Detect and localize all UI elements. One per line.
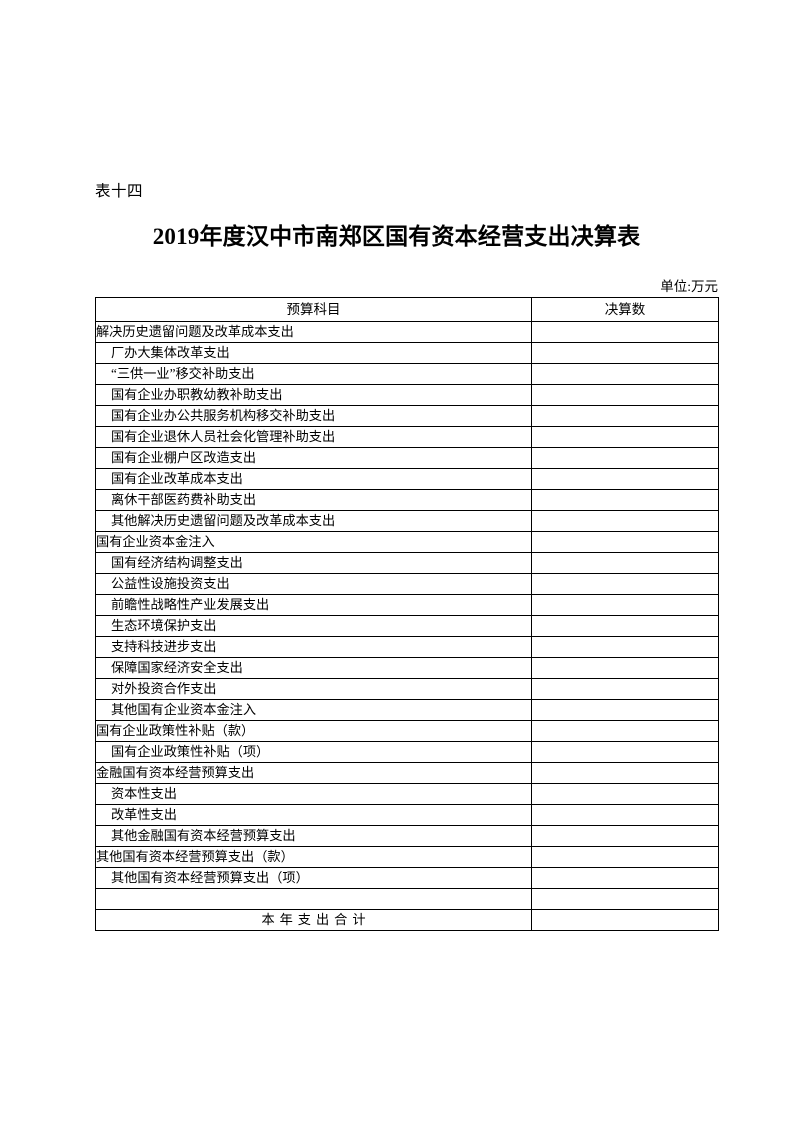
cell-subject: 其他国有资本经营预算支出（款） — [95, 846, 532, 868]
table-body: 解决历史遗留问题及改革成本支出 厂办大集体改革支出 “三供一业”移交补助支出 国有企业… — [95, 321, 719, 931]
cell-amount — [531, 573, 719, 595]
cell-amount — [531, 615, 719, 637]
cell-subject — [95, 888, 532, 910]
cell-amount — [531, 552, 719, 574]
cell-subject: 资本性支出 — [95, 783, 532, 805]
budget-table-container: 预算科目 决算数 解决历史遗留问题及改革成本支出 厂办大集体改革支出 “三供一业”移… — [95, 297, 719, 931]
cell-amount — [531, 405, 719, 427]
cell-amount — [531, 531, 719, 553]
cell-amount — [531, 636, 719, 658]
table-row: 金融国有资本经营预算支出 — [95, 762, 719, 784]
table-row: 其他国有企业资本金注入 — [95, 699, 719, 721]
cell-amount — [531, 678, 719, 700]
cell-subject: 国有企业棚户区改造支出 — [95, 447, 532, 469]
cell-amount — [531, 762, 719, 784]
table-row: 生态环境保护支出 — [95, 615, 719, 637]
cell-amount — [531, 510, 719, 532]
cell-subject: 其他国有资本经营预算支出（项） — [95, 867, 532, 889]
unit-note: 单位:万元 — [660, 279, 718, 294]
table-row: 公益性设施投资支出 — [95, 573, 719, 595]
table-header-row: 预算科目 决算数 — [95, 297, 719, 322]
cell-subject: 对外投资合作支出 — [95, 678, 532, 700]
table-total-row: 本年支出合计 — [95, 909, 719, 931]
table-row: 解决历史遗留问题及改革成本支出 — [95, 321, 719, 343]
cell-amount — [531, 888, 719, 910]
cell-subject: 前瞻性战略性产业发展支出 — [95, 594, 532, 616]
table-row: 厂办大集体改革支出 — [95, 342, 719, 364]
cell-amount — [531, 426, 719, 448]
cell-amount — [531, 657, 719, 679]
cell-subject: 国有企业改革成本支出 — [95, 468, 532, 490]
table-row: 其他国有资本经营预算支出（项） — [95, 867, 719, 889]
cell-subject: 国有企业退休人员社会化管理补助支出 — [95, 426, 532, 448]
cell-subject: 国有企业办职教幼教补助支出 — [95, 384, 532, 406]
table-row: 保障国家经济安全支出 — [95, 657, 719, 679]
table-row: 国有企业改革成本支出 — [95, 468, 719, 490]
cell-amount — [531, 489, 719, 511]
cell-amount — [531, 825, 719, 847]
table-head: 预算科目 决算数 — [95, 297, 719, 322]
page-title: 2019年度汉中市南郑区国有资本经营支出决算表 — [152, 224, 641, 249]
table-row: 国有企业办公共服务机构移交补助支出 — [95, 405, 719, 427]
cell-subject: 国有企业办公共服务机构移交补助支出 — [95, 405, 532, 427]
table-row: 国有企业资本金注入 — [95, 531, 719, 553]
table-row: 其他解决历史遗留问题及改革成本支出 — [95, 510, 719, 532]
table-row: 资本性支出 — [95, 783, 719, 805]
cell-subject: 国有企业政策性补贴（款） — [95, 720, 532, 742]
cell-amount — [531, 846, 719, 868]
cell-amount — [531, 867, 719, 889]
column-header-amount: 决算数 — [531, 297, 719, 322]
budget-expenditure-table: 预算科目 决算数 解决历史遗留问题及改革成本支出 厂办大集体改革支出 “三供一业”移… — [95, 297, 719, 931]
cell-total-label: 本年支出合计 — [95, 909, 532, 931]
column-header-subject: 预算科目 — [95, 297, 532, 322]
cell-subject: 离休干部医药费补助支出 — [95, 489, 532, 511]
cell-subject: 保障国家经济安全支出 — [95, 657, 532, 679]
cell-amount — [531, 699, 719, 721]
cell-subject: 改革性支出 — [95, 804, 532, 826]
cell-amount — [531, 720, 719, 742]
sheet-label: 表十四 — [95, 183, 144, 200]
table-row: 其他金融国有资本经营预算支出 — [95, 825, 719, 847]
table-row: 国有企业棚户区改造支出 — [95, 447, 719, 469]
table-row: 国有企业办职教幼教补助支出 — [95, 384, 719, 406]
table-blank-row — [95, 888, 719, 910]
table-row: 离休干部医药费补助支出 — [95, 489, 719, 511]
cell-subject: 国有经济结构调整支出 — [95, 552, 532, 574]
cell-amount — [531, 783, 719, 805]
cell-amount — [531, 321, 719, 343]
table-row: 国有企业退休人员社会化管理补助支出 — [95, 426, 719, 448]
table-row: 国有企业政策性补贴（项） — [95, 741, 719, 763]
cell-subject: “三供一业”移交补助支出 — [95, 363, 532, 385]
table-row: 改革性支出 — [95, 804, 719, 826]
table-row: 对外投资合作支出 — [95, 678, 719, 700]
cell-subject: 其他国有企业资本金注入 — [95, 699, 532, 721]
cell-subject: 其他金融国有资本经营预算支出 — [95, 825, 532, 847]
table-row: “三供一业”移交补助支出 — [95, 363, 719, 385]
table-row: 前瞻性战略性产业发展支出 — [95, 594, 719, 616]
cell-amount — [531, 342, 719, 364]
cell-subject: 厂办大集体改革支出 — [95, 342, 532, 364]
cell-subject: 公益性设施投资支出 — [95, 573, 532, 595]
cell-total-amount — [531, 909, 719, 931]
cell-amount — [531, 468, 719, 490]
table-row: 国有经济结构调整支出 — [95, 552, 719, 574]
cell-amount — [531, 741, 719, 763]
cell-amount — [531, 363, 719, 385]
cell-amount — [531, 594, 719, 616]
cell-subject: 国有企业政策性补贴（项） — [95, 741, 532, 763]
cell-subject: 国有企业资本金注入 — [95, 531, 532, 553]
table-row: 其他国有资本经营预算支出（款） — [95, 846, 719, 868]
table-row: 支持科技进步支出 — [95, 636, 719, 658]
cell-amount — [531, 804, 719, 826]
cell-subject: 解决历史遗留问题及改革成本支出 — [95, 321, 532, 343]
cell-subject: 其他解决历史遗留问题及改革成本支出 — [95, 510, 532, 532]
cell-amount — [531, 447, 719, 469]
cell-amount — [531, 384, 719, 406]
cell-subject: 生态环境保护支出 — [95, 615, 532, 637]
cell-subject: 支持科技进步支出 — [95, 636, 532, 658]
cell-subject: 金融国有资本经营预算支出 — [95, 762, 532, 784]
table-row: 国有企业政策性补贴（款） — [95, 720, 719, 742]
